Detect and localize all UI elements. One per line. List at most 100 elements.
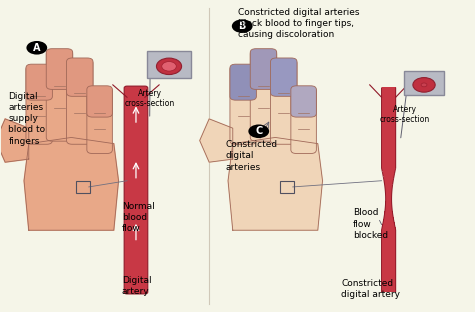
FancyBboxPatch shape xyxy=(381,110,396,114)
FancyBboxPatch shape xyxy=(382,170,395,173)
FancyBboxPatch shape xyxy=(381,105,396,109)
Text: Constricted
digital
arteries: Constricted digital arteries xyxy=(226,140,278,172)
FancyBboxPatch shape xyxy=(381,93,396,96)
FancyBboxPatch shape xyxy=(381,235,396,238)
FancyBboxPatch shape xyxy=(381,100,396,104)
Text: A: A xyxy=(33,43,40,53)
FancyBboxPatch shape xyxy=(381,261,396,264)
Text: B: B xyxy=(238,21,246,31)
FancyBboxPatch shape xyxy=(381,237,396,240)
FancyBboxPatch shape xyxy=(381,242,396,246)
FancyBboxPatch shape xyxy=(46,50,73,141)
FancyBboxPatch shape xyxy=(381,229,396,233)
FancyBboxPatch shape xyxy=(381,165,396,168)
FancyBboxPatch shape xyxy=(382,222,395,225)
FancyBboxPatch shape xyxy=(384,217,394,220)
FancyBboxPatch shape xyxy=(381,149,396,153)
FancyBboxPatch shape xyxy=(381,284,396,287)
Circle shape xyxy=(162,61,176,71)
Circle shape xyxy=(413,78,435,92)
FancyBboxPatch shape xyxy=(381,87,396,90)
FancyBboxPatch shape xyxy=(386,201,392,204)
FancyBboxPatch shape xyxy=(382,168,395,171)
FancyBboxPatch shape xyxy=(385,206,392,209)
FancyBboxPatch shape xyxy=(386,196,391,199)
FancyBboxPatch shape xyxy=(230,64,256,100)
FancyBboxPatch shape xyxy=(381,147,396,150)
FancyBboxPatch shape xyxy=(291,86,316,117)
FancyBboxPatch shape xyxy=(381,240,396,243)
FancyBboxPatch shape xyxy=(383,173,394,176)
FancyBboxPatch shape xyxy=(381,152,396,155)
FancyBboxPatch shape xyxy=(230,66,256,144)
FancyBboxPatch shape xyxy=(381,95,396,98)
Circle shape xyxy=(421,83,427,87)
FancyBboxPatch shape xyxy=(26,66,52,144)
Circle shape xyxy=(27,41,47,55)
FancyBboxPatch shape xyxy=(381,108,396,111)
FancyBboxPatch shape xyxy=(381,142,396,145)
Text: Blood
flow
blocked: Blood flow blocked xyxy=(353,208,389,240)
Polygon shape xyxy=(228,138,323,230)
FancyBboxPatch shape xyxy=(381,134,396,137)
FancyBboxPatch shape xyxy=(381,263,396,266)
FancyBboxPatch shape xyxy=(381,136,396,140)
FancyBboxPatch shape xyxy=(381,157,396,160)
FancyBboxPatch shape xyxy=(26,64,52,100)
FancyBboxPatch shape xyxy=(381,271,396,274)
FancyBboxPatch shape xyxy=(381,144,396,147)
FancyBboxPatch shape xyxy=(381,281,396,284)
FancyBboxPatch shape xyxy=(381,98,396,101)
Text: C: C xyxy=(255,126,262,136)
Circle shape xyxy=(232,19,253,33)
FancyBboxPatch shape xyxy=(381,227,396,230)
FancyBboxPatch shape xyxy=(271,60,297,144)
Text: Normal
blood
flow: Normal blood flow xyxy=(122,202,154,233)
FancyBboxPatch shape xyxy=(386,191,392,194)
Polygon shape xyxy=(0,119,29,162)
FancyBboxPatch shape xyxy=(384,175,394,178)
FancyBboxPatch shape xyxy=(381,103,396,106)
FancyBboxPatch shape xyxy=(271,58,297,96)
Circle shape xyxy=(248,124,269,138)
FancyBboxPatch shape xyxy=(381,160,396,163)
Text: Digital
artery: Digital artery xyxy=(122,276,152,296)
FancyBboxPatch shape xyxy=(87,87,113,154)
FancyBboxPatch shape xyxy=(381,124,396,127)
FancyBboxPatch shape xyxy=(382,224,395,227)
FancyBboxPatch shape xyxy=(381,276,396,279)
FancyBboxPatch shape xyxy=(381,116,396,119)
FancyBboxPatch shape xyxy=(385,209,392,212)
Text: Constricted
digital artery: Constricted digital artery xyxy=(342,279,400,299)
FancyBboxPatch shape xyxy=(384,178,393,181)
FancyBboxPatch shape xyxy=(384,211,393,215)
FancyBboxPatch shape xyxy=(250,50,277,141)
FancyBboxPatch shape xyxy=(381,268,396,271)
FancyBboxPatch shape xyxy=(381,113,396,116)
FancyBboxPatch shape xyxy=(381,250,396,253)
FancyBboxPatch shape xyxy=(381,273,396,276)
FancyBboxPatch shape xyxy=(291,87,316,154)
FancyBboxPatch shape xyxy=(147,51,191,78)
FancyBboxPatch shape xyxy=(66,58,93,96)
FancyBboxPatch shape xyxy=(381,162,396,165)
Text: Digital
arteries
supply
blood to
fingers: Digital arteries supply blood to fingers xyxy=(9,92,46,146)
Text: Artery
cross-section: Artery cross-section xyxy=(125,89,175,109)
FancyBboxPatch shape xyxy=(385,186,392,189)
FancyBboxPatch shape xyxy=(381,118,396,122)
Text: Artery
cross-section: Artery cross-section xyxy=(380,105,430,124)
FancyBboxPatch shape xyxy=(381,245,396,248)
FancyBboxPatch shape xyxy=(66,60,93,144)
FancyBboxPatch shape xyxy=(381,121,396,124)
FancyBboxPatch shape xyxy=(381,266,396,269)
FancyBboxPatch shape xyxy=(381,289,396,292)
FancyBboxPatch shape xyxy=(250,49,277,90)
FancyBboxPatch shape xyxy=(386,193,391,197)
FancyBboxPatch shape xyxy=(386,198,391,202)
FancyBboxPatch shape xyxy=(381,286,396,290)
FancyBboxPatch shape xyxy=(384,180,393,183)
FancyBboxPatch shape xyxy=(381,232,396,235)
FancyBboxPatch shape xyxy=(404,71,444,95)
FancyBboxPatch shape xyxy=(381,131,396,134)
FancyBboxPatch shape xyxy=(381,126,396,129)
